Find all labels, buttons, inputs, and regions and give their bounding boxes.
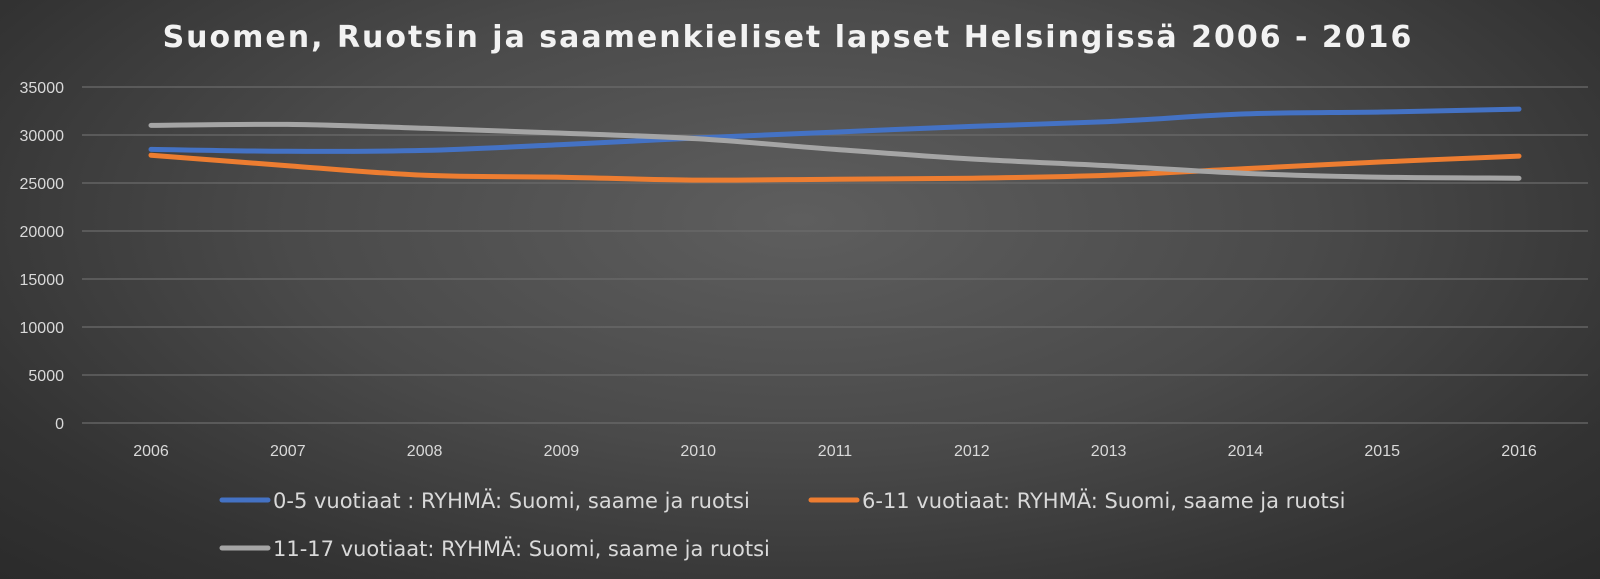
series-line-3 <box>148 121 1522 181</box>
x-tick-label: 2008 <box>407 443 443 460</box>
x-axis: 2006 2007 2008 2009 2010 2011 2012 2013 2014 2015… <box>133 443 1537 460</box>
legend: 0-5 vuotiaat : RYHMÄ: Suomi, saame ja ru… <box>219 488 1345 561</box>
y-tick-label: 5000 <box>28 368 64 385</box>
x-tick-label: 2011 <box>818 443 853 460</box>
series-lines <box>148 106 1522 183</box>
legend-item-3[interactable]: 11-17 vuotiaat: RYHMÄ: Suomi, saame ja r… <box>219 536 770 561</box>
legend-item-2[interactable]: 6-11 vuotiaat: RYHMÄ: Suomi, saame ja ru… <box>808 488 1345 513</box>
legend-label: 11-17 vuotiaat: RYHMÄ: Suomi, saame ja r… <box>273 536 770 561</box>
x-tick-label: 2014 <box>1228 443 1264 460</box>
x-tick-label: 2010 <box>680 443 716 460</box>
y-tick-label: 20000 <box>20 224 65 241</box>
x-tick-label: 2006 <box>133 443 169 460</box>
gridlines <box>82 86 1588 424</box>
y-tick-label: 0 <box>55 416 64 433</box>
x-tick-label: 2015 <box>1364 443 1400 460</box>
y-axis: 0 5000 10000 15000 20000 25000 30000 35000 <box>20 80 65 433</box>
y-tick-label: 10000 <box>20 320 65 337</box>
x-tick-label: 2013 <box>1091 443 1127 460</box>
series-line-1 <box>148 106 1522 154</box>
series-line-2 <box>148 152 1522 183</box>
x-tick-label: 2009 <box>544 443 580 460</box>
x-tick-label: 2007 <box>270 443 306 460</box>
legend-item-1[interactable]: 0-5 vuotiaat : RYHMÄ: Suomi, saame ja ru… <box>219 488 750 513</box>
chart-title: Suomen, Ruotsin ja saamenkieliset lapset… <box>163 20 1414 55</box>
y-tick-label: 30000 <box>20 128 65 145</box>
legend-label: 6-11 vuotiaat: RYHMÄ: Suomi, saame ja ru… <box>862 488 1345 513</box>
legend-label: 0-5 vuotiaat : RYHMÄ: Suomi, saame ja ru… <box>273 488 750 513</box>
y-tick-label: 35000 <box>20 80 65 97</box>
x-tick-label: 2012 <box>954 443 990 460</box>
y-tick-label: 25000 <box>20 176 65 193</box>
x-tick-label: 2016 <box>1501 443 1537 460</box>
y-tick-label: 15000 <box>20 272 65 289</box>
